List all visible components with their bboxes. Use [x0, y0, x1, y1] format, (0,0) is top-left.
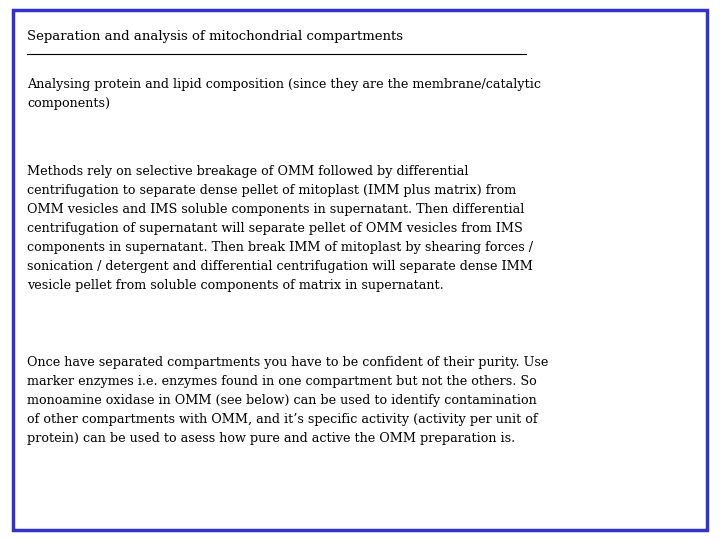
Text: Analysing protein and lipid composition (since they are the membrane/catalytic
c: Analysing protein and lipid composition …: [27, 78, 541, 110]
FancyBboxPatch shape: [13, 10, 707, 530]
Text: Separation and analysis of mitochondrial compartments: Separation and analysis of mitochondrial…: [27, 30, 403, 43]
Text: Methods rely on selective breakage of OMM followed by differential
centrifugatio: Methods rely on selective breakage of OM…: [27, 165, 534, 292]
Text: Once have separated compartments you have to be confident of their purity. Use
m: Once have separated compartments you hav…: [27, 356, 549, 446]
